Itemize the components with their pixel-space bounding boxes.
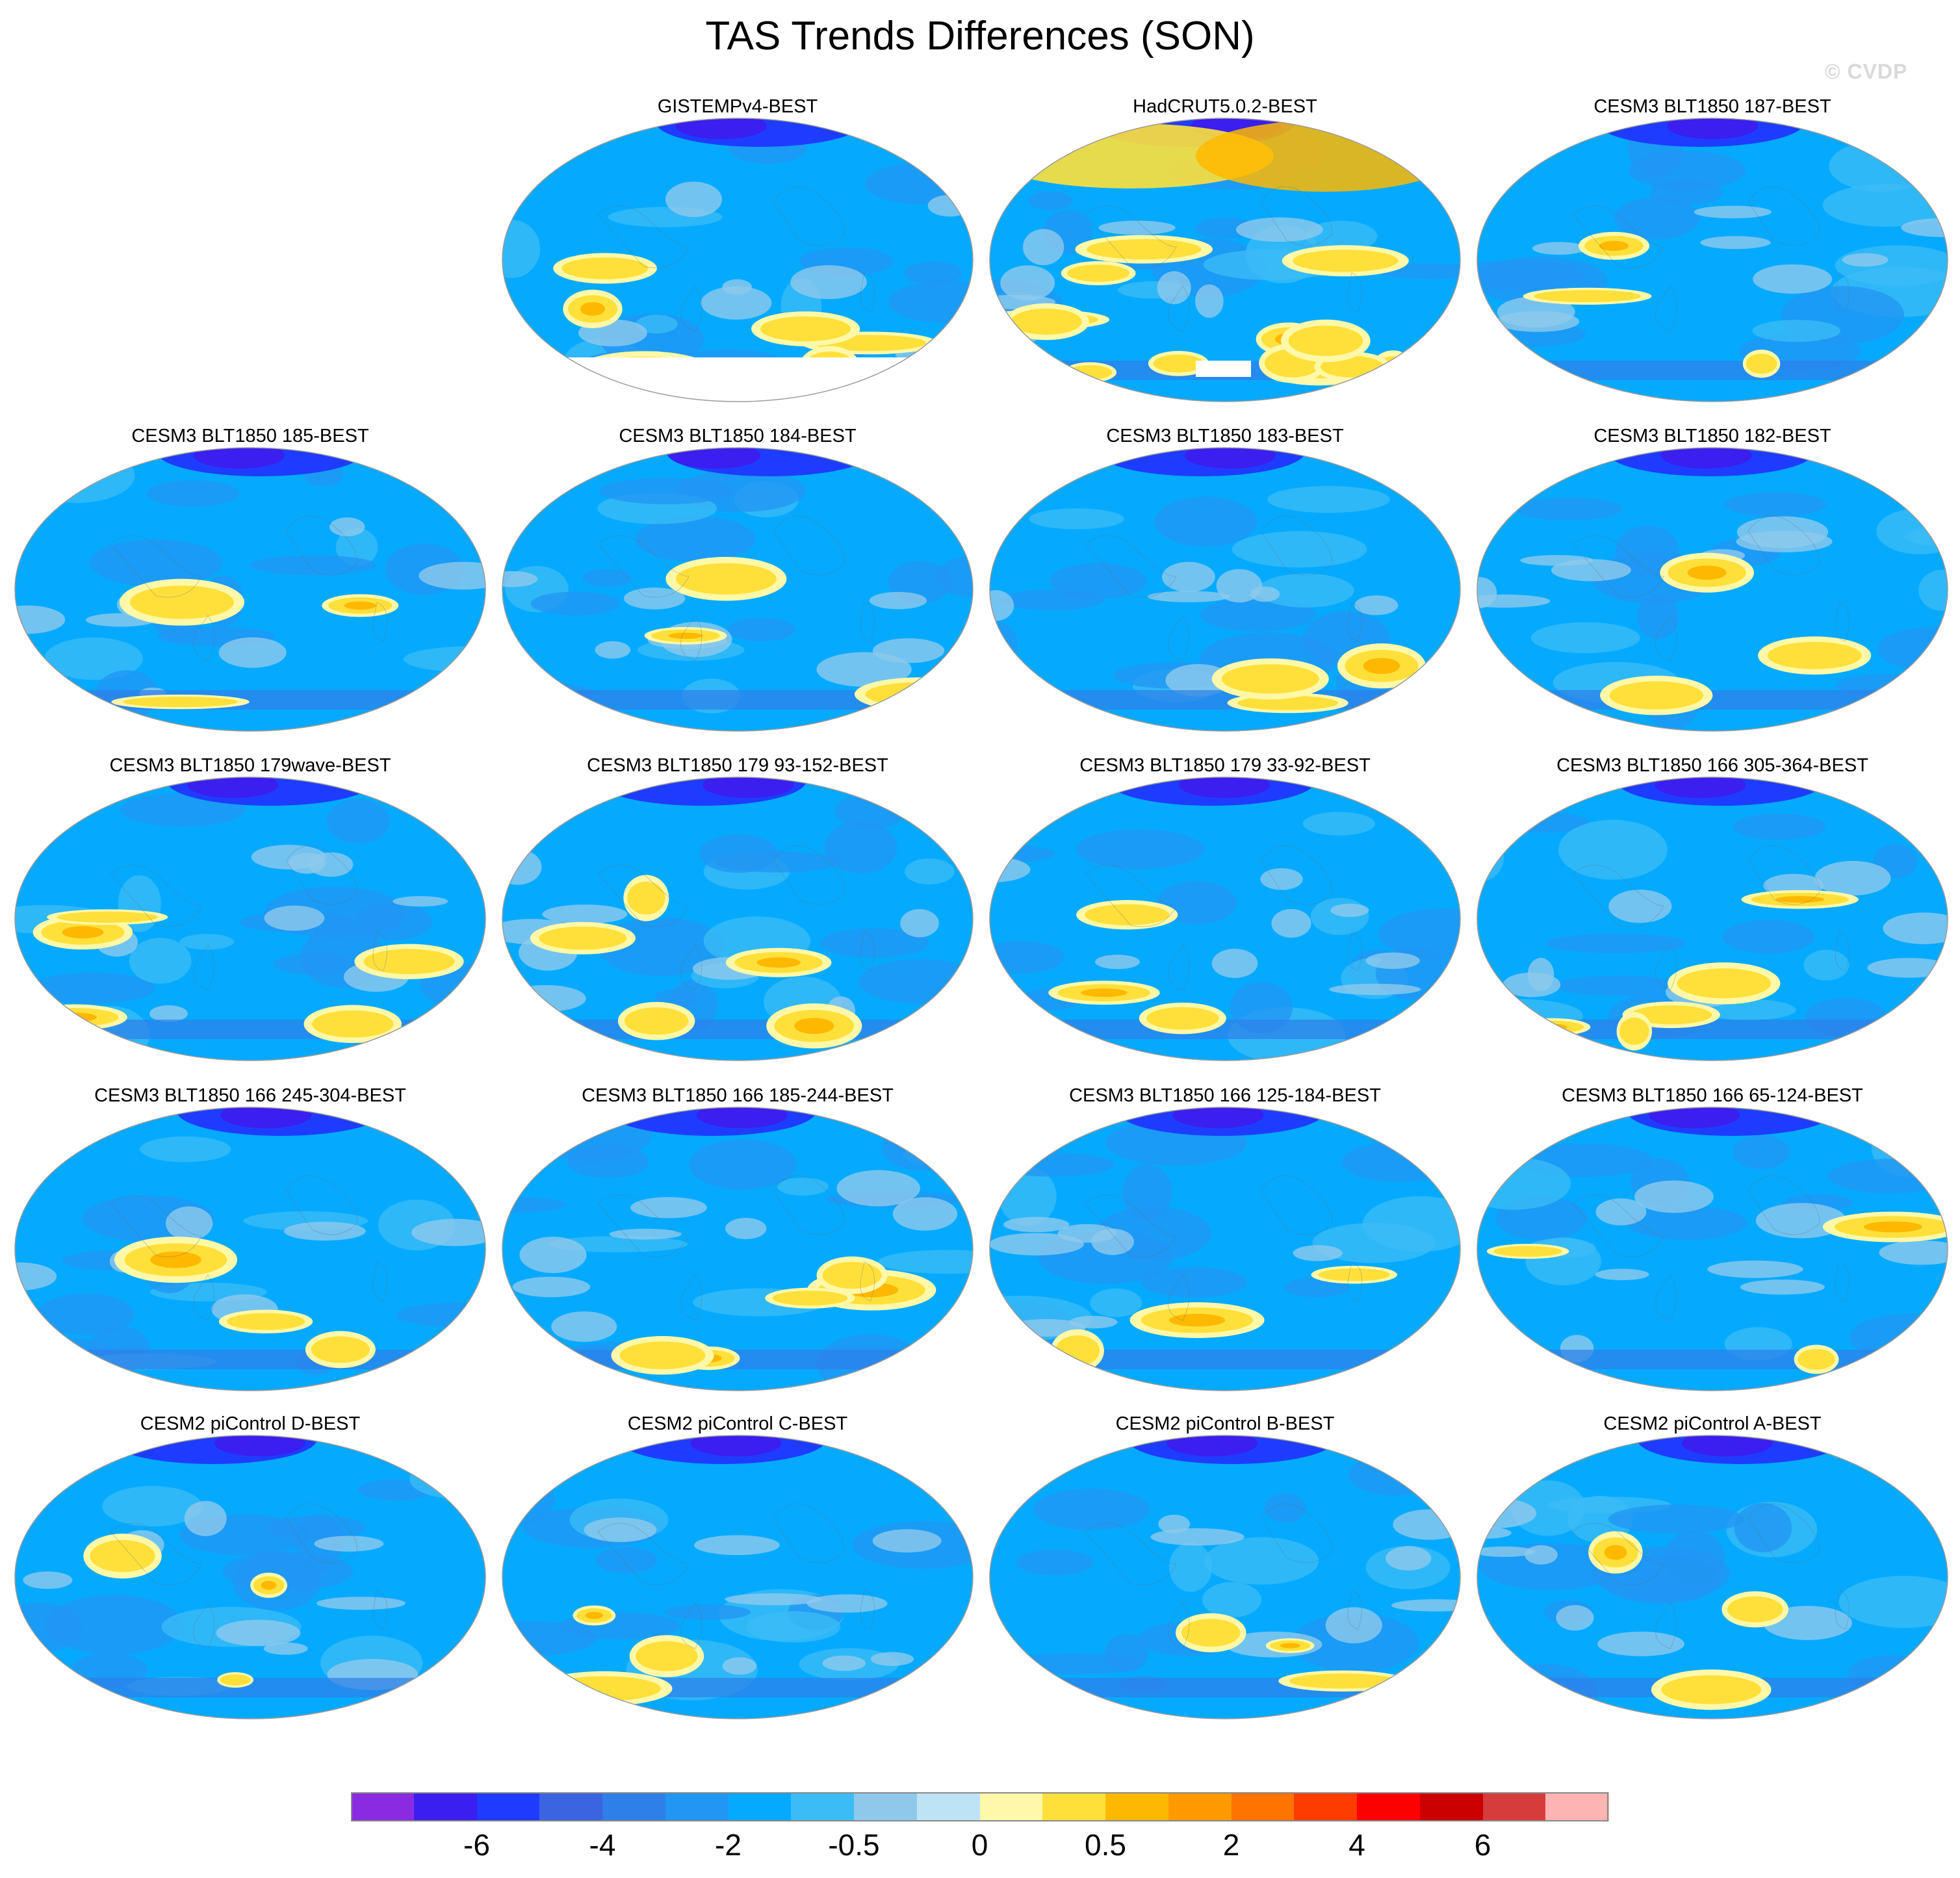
panel-title: CESM3 BLT1850 179 93-152-BEST (587, 755, 888, 776)
colorbar-segment (1545, 1792, 1609, 1821)
panel-title: CESM3 BLT1850 184-BEST (619, 426, 857, 446)
colorbar-segment (351, 1792, 415, 1821)
map-panel: CESM3 BLT1850 166 185-244-BEST (500, 1085, 975, 1391)
colorbar-segment (979, 1792, 1043, 1821)
colorbar-segment (854, 1792, 918, 1821)
map-panel: CESM2 piControl A-BEST (1475, 1413, 1950, 1719)
global-map (989, 447, 1461, 732)
panel-title: CESM3 BLT1850 166 65-124-BEST (1562, 1085, 1863, 1106)
colorbar-tick-label: -0.5 (828, 1828, 880, 1862)
colorbar-tick-label: 4 (1348, 1828, 1365, 1862)
global-map (1476, 1107, 1948, 1391)
map-panel: CESM3 BLT1850 184-BEST (500, 426, 975, 732)
map-panel: CESM3 BLT1850 182-BEST (1475, 426, 1950, 732)
map-panel: GISTEMPv4-BEST (500, 96, 975, 402)
global-map (1476, 118, 1948, 402)
colorbar-segment (413, 1792, 477, 1821)
map-panel: HadCRUT5.0.2-BEST (988, 96, 1462, 402)
colorbar-segment (1357, 1792, 1421, 1821)
global-map (502, 1107, 974, 1391)
global-map (1476, 447, 1948, 732)
colorbar-segment (1042, 1792, 1106, 1821)
panel-title: CESM3 BLT1850 179 33-92-BEST (1079, 755, 1371, 776)
panel-title: CESM2 piControl D-BEST (140, 1413, 361, 1434)
map-panel: CESM3 BLT1850 183-BEST (988, 426, 1462, 732)
colorbar-segment (791, 1792, 855, 1821)
colorbar-segment (728, 1792, 792, 1821)
colorbar-tick-label: 0.5 (1085, 1828, 1126, 1862)
global-map (1476, 1435, 1948, 1719)
global-map (989, 1435, 1461, 1719)
global-map (502, 447, 974, 732)
map-panel: CESM3 BLT1850 166 125-184-BEST (988, 1085, 1462, 1391)
colorbar-tick-label: -4 (589, 1828, 616, 1862)
global-map (502, 1435, 974, 1719)
colorbar-segment (1168, 1792, 1231, 1821)
colorbar-segment (1105, 1792, 1169, 1821)
colorbar-segment (1231, 1792, 1295, 1821)
map-panel: CESM3 BLT1850 179 33-92-BEST (988, 755, 1462, 1061)
colorbar-segment (1294, 1792, 1358, 1821)
panel-title: CESM3 BLT1850 187-BEST (1593, 96, 1831, 117)
watermark: © CVDP (1825, 60, 1908, 83)
colorbar-tick-label: -2 (715, 1828, 741, 1862)
global-map (14, 777, 486, 1061)
panel-title: CESM2 piControl C-BEST (627, 1413, 848, 1434)
panel-title: HadCRUT5.0.2-BEST (1133, 96, 1317, 117)
colorbar-tick-label: 2 (1222, 1828, 1240, 1862)
panel-title: CESM3 BLT1850 183-BEST (1106, 426, 1344, 446)
panel-title: CESM2 piControl A-BEST (1603, 1413, 1822, 1434)
panel-title: CESM3 BLT1850 166 245-304-BEST (94, 1085, 406, 1106)
colorbar-segment (916, 1792, 980, 1821)
colorbar-segment (476, 1792, 540, 1821)
panel-title: GISTEMPv4-BEST (657, 96, 818, 117)
colorbar-segment (665, 1792, 729, 1821)
global-map (989, 118, 1461, 402)
panel-title: CESM3 BLT1850 166 185-244-BEST (582, 1085, 894, 1106)
map-panel: CESM3 BLT1850 187-BEST (1475, 96, 1950, 402)
global-map (14, 1107, 486, 1391)
colorbar-tick-label: -6 (463, 1828, 490, 1862)
map-panel: CESM2 piControl C-BEST (500, 1413, 975, 1719)
map-panel: CESM3 BLT1850 179 93-152-BEST (500, 755, 975, 1061)
map-panel: CESM3 BLT1850 166 65-124-BEST (1475, 1085, 1950, 1391)
figure-title: TAS Trends Differences (SON) (705, 14, 1255, 58)
map-panel: CESM3 BLT1850 166 245-304-BEST (13, 1085, 487, 1391)
colorbar (351, 1792, 1609, 1821)
panel-title: CESM2 piControl B-BEST (1115, 1413, 1335, 1434)
colorbar-tick-label: 0 (971, 1828, 988, 1862)
map-panel: CESM2 piControl B-BEST (988, 1413, 1462, 1719)
global-map (989, 1107, 1461, 1391)
map-panel: CESM3 BLT1850 185-BEST (13, 426, 487, 732)
global-map (14, 447, 486, 732)
colorbar-segment (1419, 1792, 1483, 1821)
panel-title: CESM3 BLT1850 166 305-364-BEST (1556, 755, 1868, 776)
panel-title: CESM3 BLT1850 185-BEST (131, 426, 369, 446)
panel-title: CESM3 BLT1850 182-BEST (1593, 426, 1831, 446)
colorbar-segment (539, 1792, 603, 1821)
panel-title: CESM3 BLT1850 166 125-184-BEST (1069, 1085, 1381, 1106)
panel-title: CESM3 BLT1850 179wave-BEST (109, 755, 391, 776)
global-map (1476, 777, 1948, 1061)
colorbar-segment (1482, 1792, 1546, 1821)
global-map (14, 1435, 486, 1719)
map-panel: CESM3 BLT1850 179wave-BEST (13, 755, 487, 1061)
map-panel: CESM2 piControl D-BEST (13, 1413, 487, 1719)
colorbar-segment (602, 1792, 666, 1821)
global-map (502, 118, 974, 402)
global-map (989, 777, 1461, 1061)
global-map (502, 777, 974, 1061)
colorbar-tick-label: 6 (1474, 1828, 1491, 1862)
map-panel: CESM3 BLT1850 166 305-364-BEST (1475, 755, 1950, 1061)
